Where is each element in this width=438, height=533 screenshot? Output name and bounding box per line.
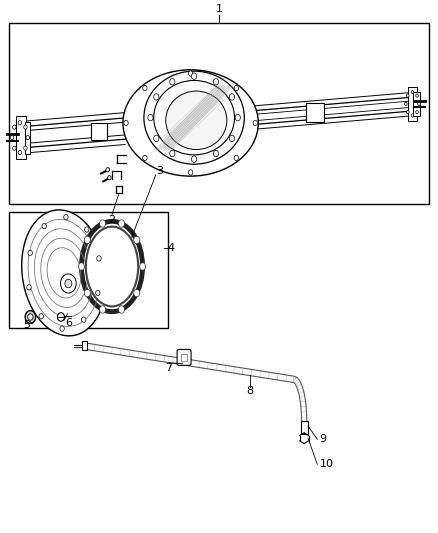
Text: 2: 2 <box>109 215 116 225</box>
Circle shape <box>42 223 46 229</box>
Circle shape <box>191 73 197 79</box>
Circle shape <box>99 306 106 313</box>
Ellipse shape <box>81 221 143 312</box>
Ellipse shape <box>123 70 258 176</box>
Circle shape <box>134 236 140 244</box>
Text: 5: 5 <box>23 320 30 330</box>
Circle shape <box>235 115 240 121</box>
Text: 8: 8 <box>246 386 253 397</box>
Circle shape <box>230 94 234 100</box>
Text: 10: 10 <box>319 459 333 469</box>
Bar <box>181 354 187 361</box>
Bar <box>82 342 87 350</box>
Circle shape <box>108 175 111 180</box>
Circle shape <box>411 91 414 94</box>
Circle shape <box>406 110 409 114</box>
Circle shape <box>148 115 153 121</box>
Circle shape <box>81 317 86 322</box>
Circle shape <box>24 125 27 129</box>
Circle shape <box>124 120 128 126</box>
Ellipse shape <box>144 71 244 164</box>
Circle shape <box>213 78 219 85</box>
Circle shape <box>18 120 21 125</box>
Circle shape <box>13 146 16 150</box>
Bar <box>25 122 30 154</box>
Circle shape <box>416 110 418 114</box>
Circle shape <box>28 314 33 320</box>
Text: 3: 3 <box>156 166 163 176</box>
Circle shape <box>18 150 21 155</box>
Circle shape <box>405 102 407 106</box>
Ellipse shape <box>22 210 106 336</box>
Circle shape <box>416 94 418 97</box>
Ellipse shape <box>86 227 138 306</box>
Bar <box>16 116 25 159</box>
Circle shape <box>84 289 90 297</box>
Circle shape <box>154 135 159 142</box>
Circle shape <box>234 155 239 160</box>
FancyBboxPatch shape <box>177 350 191 366</box>
Circle shape <box>213 150 219 157</box>
Circle shape <box>99 220 106 227</box>
Text: 6: 6 <box>65 318 72 328</box>
Circle shape <box>78 263 85 270</box>
Text: 1: 1 <box>215 4 223 14</box>
Circle shape <box>188 169 193 175</box>
Circle shape <box>191 156 197 163</box>
Circle shape <box>60 274 76 293</box>
Bar <box>408 87 417 121</box>
Circle shape <box>143 85 147 91</box>
Circle shape <box>143 155 147 160</box>
Text: 9: 9 <box>319 434 327 445</box>
Circle shape <box>230 135 234 142</box>
Circle shape <box>97 256 101 261</box>
Bar <box>300 421 307 434</box>
Circle shape <box>118 220 124 227</box>
Circle shape <box>418 102 420 106</box>
Circle shape <box>188 71 193 76</box>
Text: 7: 7 <box>165 362 172 373</box>
Bar <box>306 103 324 122</box>
Circle shape <box>170 78 175 85</box>
Circle shape <box>24 146 27 150</box>
Circle shape <box>234 85 239 91</box>
Circle shape <box>95 290 100 295</box>
Circle shape <box>65 279 72 288</box>
Bar <box>91 123 107 140</box>
Circle shape <box>27 285 31 290</box>
Circle shape <box>411 114 414 117</box>
Circle shape <box>154 94 159 100</box>
Circle shape <box>11 135 14 140</box>
Circle shape <box>85 227 89 232</box>
Circle shape <box>60 326 64 332</box>
Circle shape <box>118 306 124 313</box>
Circle shape <box>28 250 32 255</box>
Circle shape <box>170 150 175 157</box>
Circle shape <box>39 313 43 319</box>
Circle shape <box>134 289 140 297</box>
Circle shape <box>140 263 146 270</box>
Circle shape <box>25 311 35 324</box>
Circle shape <box>253 120 258 126</box>
Circle shape <box>406 94 409 97</box>
Circle shape <box>106 167 110 172</box>
Circle shape <box>84 236 90 244</box>
Circle shape <box>26 135 29 140</box>
Ellipse shape <box>154 80 234 155</box>
Bar <box>413 92 420 116</box>
Circle shape <box>13 125 16 129</box>
Circle shape <box>64 214 68 220</box>
Ellipse shape <box>166 91 227 150</box>
Bar <box>9 23 429 204</box>
Bar <box>9 212 168 328</box>
Text: 4: 4 <box>167 243 174 253</box>
Circle shape <box>57 313 64 321</box>
